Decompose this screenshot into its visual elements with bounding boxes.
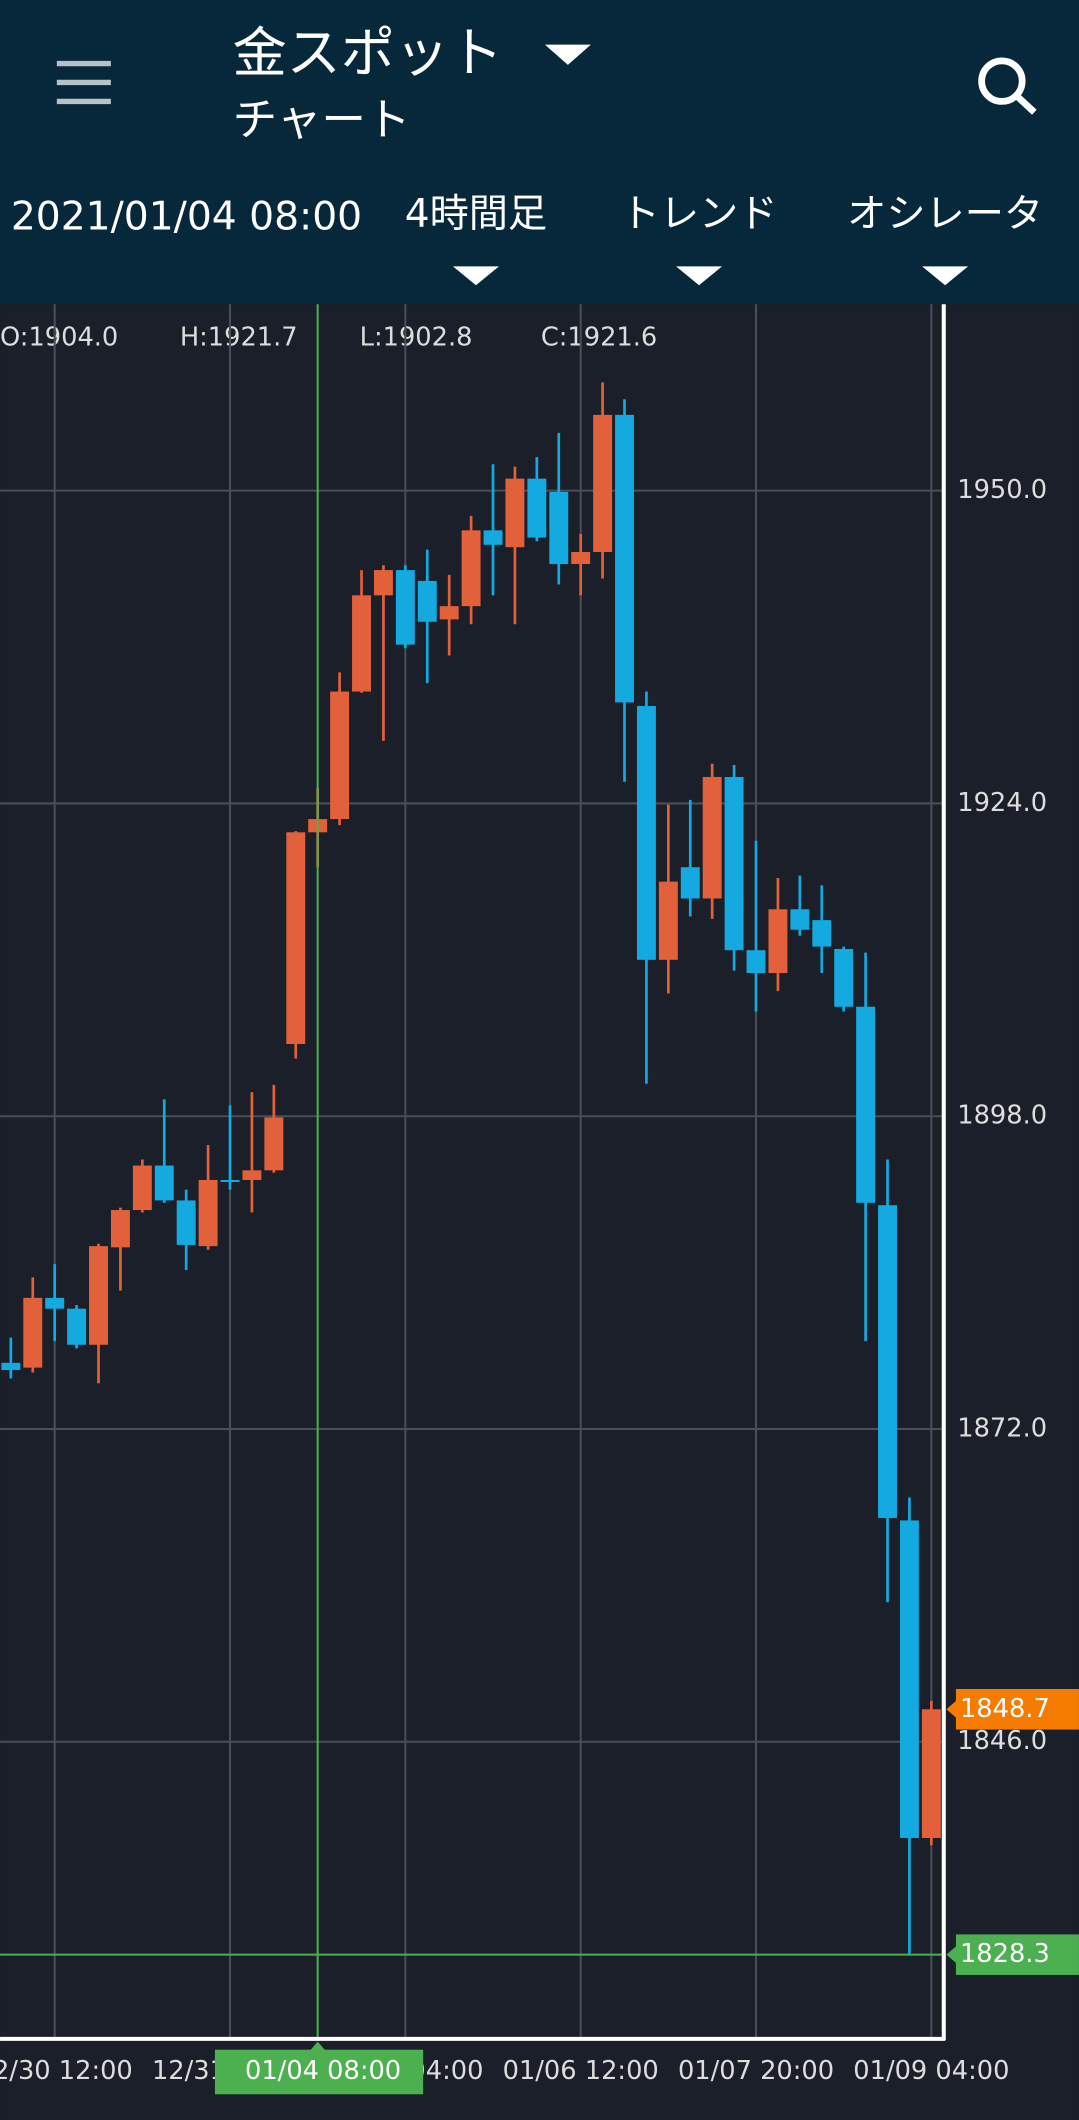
x-tick-label: 12/30 12:00 [0, 2056, 133, 2086]
candle-body [395, 570, 415, 645]
candle-body [702, 776, 722, 899]
candle-body [549, 491, 569, 565]
candle-body [154, 1165, 174, 1201]
candle-body [658, 881, 678, 960]
candle-body [746, 950, 766, 974]
crosshair-time-pointer [309, 2041, 326, 2052]
crosshair-price-label: 1828.3 [960, 1939, 1050, 1969]
search-button[interactable] [978, 57, 1037, 115]
candle-body [768, 909, 788, 974]
title[interactable]: 金スポット [233, 21, 503, 84]
trend-button[interactable]: トレンド [621, 192, 778, 237]
dropdown-arrow[interactable] [676, 266, 723, 286]
candle-body [242, 1170, 262, 1180]
y-tick-label: 1950.0 [957, 475, 1047, 505]
candle-body [352, 595, 371, 692]
y-tick-label: 1872.0 [957, 1413, 1047, 1443]
candle-body [23, 1297, 43, 1368]
candle-body [264, 1117, 284, 1171]
crosshair-price-pointer [946, 1945, 958, 1965]
candle-body [373, 570, 393, 596]
crosshair-time-label: 01/04 08:00 [245, 2056, 401, 2086]
candle-body [680, 867, 700, 899]
header-bar [0, 0, 1079, 305]
ohlc-close: C:1921.6 [541, 323, 657, 353]
ohlc-open: O:1904.0 [0, 323, 118, 353]
plot-area [1, 382, 941, 1955]
candle-body [571, 552, 591, 565]
candle-body [220, 1179, 240, 1182]
x-tick-label: 01/06 12:00 [503, 2056, 659, 2086]
candle-body [330, 691, 350, 820]
candle-body [67, 1308, 87, 1345]
oscillator-button[interactable]: オシレータ [847, 192, 1043, 237]
candle-body [45, 1297, 65, 1309]
candle-body [878, 1205, 897, 1518]
candle-body [439, 606, 459, 620]
candle-body [1, 1362, 21, 1371]
candle-body [110, 1210, 130, 1248]
y-tick-label: 1924.0 [957, 788, 1047, 818]
candle-body [921, 1709, 941, 1838]
search-handle [1014, 93, 1037, 115]
candle-body [834, 948, 854, 1007]
candle-body [176, 1200, 196, 1245]
ohlc-high: H:1921.7 [180, 323, 298, 353]
candle-body [461, 530, 481, 607]
candle-body [89, 1246, 108, 1345]
timeframe-button[interactable]: 4時間足 [405, 192, 548, 237]
datetime: 2021/01/04 08:00 [11, 195, 362, 240]
dropdown-arrow[interactable] [452, 266, 499, 286]
candle-body [198, 1179, 218, 1247]
subtitle: チャート [233, 94, 411, 146]
candle-body [527, 478, 547, 538]
crosshair-price-box [955, 1934, 1079, 1975]
candle-body [724, 776, 744, 951]
dropdown-arrow[interactable] [922, 266, 969, 286]
candle-body [483, 530, 503, 545]
y-tick-label: 1898.0 [957, 1101, 1047, 1131]
y-tick-label: 1846.0 [957, 1726, 1047, 1756]
overlay: 1846.0 1872.0 1898.0 1924.0 1950.0 12/30 12:0… [0, 304, 1079, 2095]
candle-body [812, 920, 832, 947]
candle-body [899, 1520, 919, 1838]
candle-body [790, 909, 810, 930]
candle-body [856, 1006, 876, 1203]
x-tick-label: 01/09 04:00 [853, 2056, 1009, 2086]
candle-body [417, 580, 437, 622]
last-price-label: 1848.7 [960, 1694, 1050, 1724]
x-tick-label: 01/07 20:00 [678, 2056, 834, 2086]
candle-body [505, 478, 525, 548]
candle-body [132, 1165, 152, 1211]
title-dropdown[interactable] [544, 44, 591, 65]
candle-body [615, 414, 634, 703]
search-icon [978, 57, 1026, 105]
candle-body [593, 414, 613, 553]
crosshair-time-box [214, 2049, 424, 2095]
menu-button[interactable] [56, 60, 111, 105]
candle-body [636, 705, 656, 960]
last-price-pointer [946, 1699, 958, 1719]
ohlc-low: L:1902.8 [360, 323, 473, 353]
last-price-box [955, 1688, 1079, 1730]
candle-body [286, 832, 306, 1045]
